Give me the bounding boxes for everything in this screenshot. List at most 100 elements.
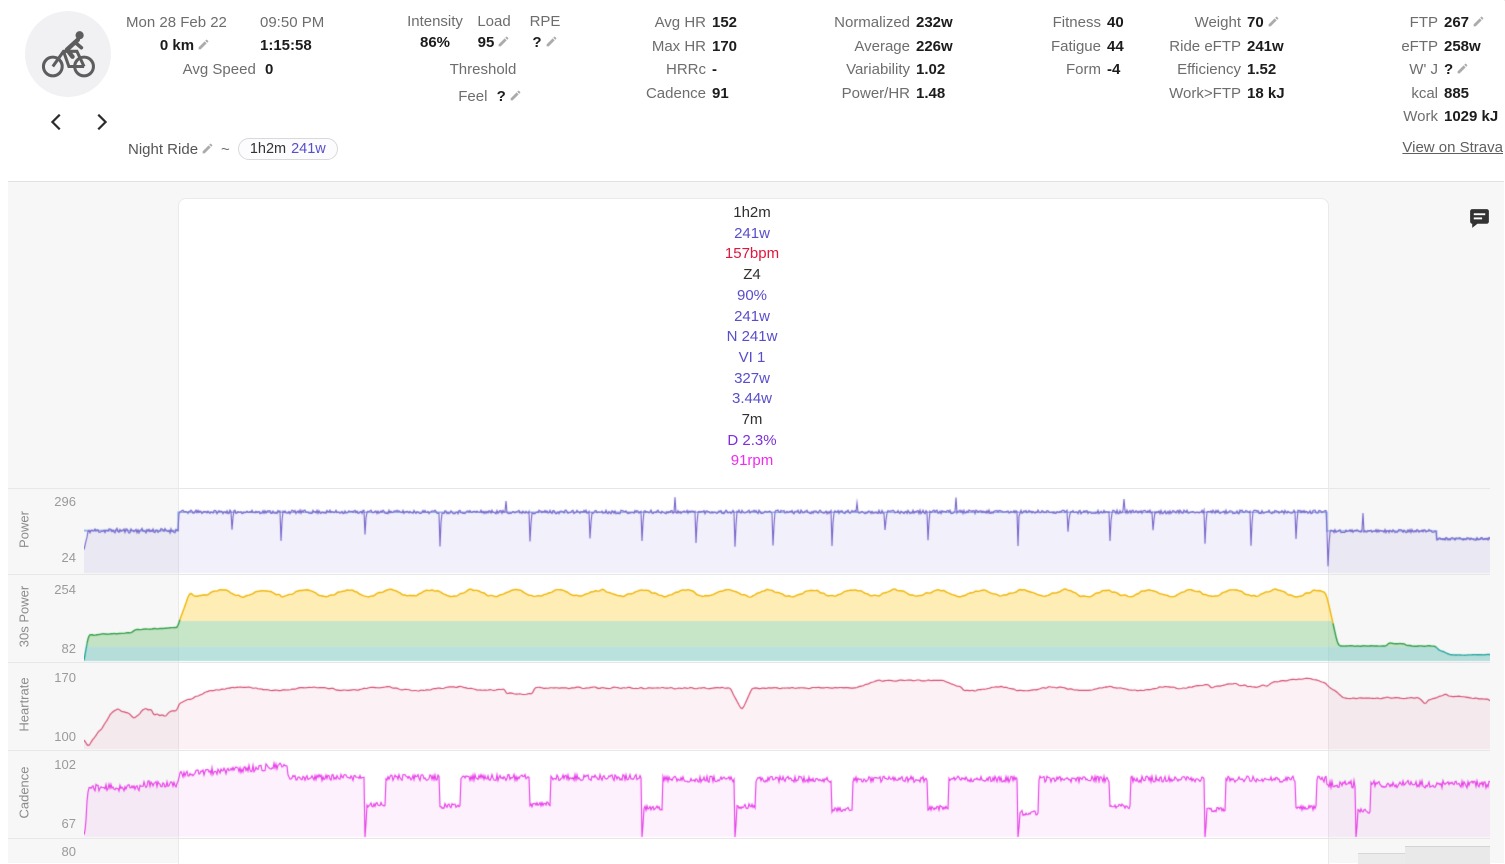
overlay-stat-line: 3.44w xyxy=(731,390,773,408)
activity-name[interactable]: Night Ride xyxy=(128,140,199,158)
view-on-strava-link[interactable]: View on Strava xyxy=(1402,139,1503,156)
comment-button[interactable] xyxy=(1466,206,1492,232)
edit-pencil-icon[interactable] xyxy=(509,89,522,102)
edit-pencil-icon[interactable] xyxy=(545,35,558,48)
stat-value: 1.02 xyxy=(916,61,946,79)
stat-value: 258w xyxy=(1444,37,1481,55)
stat-value: 70 xyxy=(1247,13,1280,37)
y-axis-tick: 296 xyxy=(54,494,76,509)
stat-value: 241w xyxy=(1247,37,1284,55)
activity-type-avatar[interactable] xyxy=(25,11,111,97)
stat-label: Work>FTP xyxy=(1169,84,1241,102)
y-axis-tick: 67 xyxy=(61,816,76,831)
stat-value: 95 xyxy=(466,34,522,51)
stat-label: Form xyxy=(1066,61,1101,79)
stat-label: Max HR xyxy=(651,37,706,55)
stat-row: Normalized 232w xyxy=(780,13,953,37)
stat-value: 267 xyxy=(1444,13,1485,37)
stat-value: ? xyxy=(1444,60,1469,84)
stat-value: 226w xyxy=(916,37,953,55)
duration-value: 1:15:58 xyxy=(260,37,312,54)
stat-value: 18 kJ xyxy=(1247,84,1285,102)
stat-value: 152 xyxy=(712,14,738,31)
power-stats-column: Normalized 232w Average 226w Variability 1.02… xyxy=(780,13,953,107)
stat-value: 86% xyxy=(419,34,451,51)
avg-speed-value: 0 xyxy=(264,61,274,78)
stat-label: eFTP xyxy=(1401,37,1438,55)
stat-value: 40 xyxy=(1107,14,1124,31)
next-activity-button[interactable] xyxy=(88,110,114,136)
stat-label: Weight xyxy=(1194,14,1241,31)
overlay-stat-line: VI 1 xyxy=(738,348,766,366)
hr-stats-column: Avg HR 152 Max HR 170 HRRc - Cadence 91 xyxy=(618,13,737,107)
edit-pencil-icon[interactable] xyxy=(1472,15,1485,28)
stat-row: Form -4 xyxy=(976,60,1124,84)
stat-value: 1029 kJ xyxy=(1444,108,1499,126)
overlay-stat-line: 241w xyxy=(734,307,770,325)
overlay-stat-line: 327w xyxy=(734,369,770,387)
overlay-stat-line: Z4 xyxy=(743,266,761,284)
stat-label: Avg HR xyxy=(654,14,706,31)
stat-row: W' J? xyxy=(1326,60,1498,84)
edit-pencil-icon[interactable] xyxy=(1456,62,1469,75)
stat-row: Power/HR 1.48 xyxy=(780,84,953,108)
panel-axis-title: Cadence xyxy=(16,766,32,819)
stat-row: Efficiency 1.52 xyxy=(1111,60,1285,84)
avg-speed-label: Avg Speed xyxy=(182,61,256,78)
feel-label: Feel xyxy=(458,88,488,105)
stat-label: Cadence xyxy=(645,84,706,102)
stat-row: Work 1029 kJ xyxy=(1326,107,1498,131)
stat-label: Work xyxy=(1403,108,1438,126)
edit-pencil-icon[interactable] xyxy=(1267,15,1280,28)
stat-row: Fitness 40 xyxy=(976,13,1124,37)
next-panel-step-shape xyxy=(1405,846,1490,864)
avg-speed-row: Avg Speed 0 xyxy=(148,60,308,79)
overlay-stat-line: 241w xyxy=(734,224,770,242)
prev-activity-button[interactable] xyxy=(44,110,70,136)
interval-summary-chip[interactable]: 1h2m 241w xyxy=(237,138,338,160)
stat-row: Fatigue 44 xyxy=(976,37,1124,61)
overlay-stat-line: 157bpm xyxy=(724,245,780,263)
chip-duration: 1h2m xyxy=(249,141,287,157)
stat-value: 44 xyxy=(1107,37,1124,55)
stat-row: Weight 70 xyxy=(1111,13,1285,37)
stat-row: Work>FTP 18 kJ xyxy=(1111,84,1285,108)
stat-label: kcal xyxy=(1411,84,1438,102)
stat-row: HRRc - xyxy=(618,60,737,84)
edit-pencil-icon[interactable] xyxy=(201,142,214,155)
stat-label: FTP xyxy=(1409,14,1438,31)
mini-stat-load: Load 95 xyxy=(466,13,522,51)
stat-row: Max HR 170 xyxy=(618,37,737,61)
feel-value: ? xyxy=(496,88,506,105)
threshold-label: Threshold xyxy=(449,61,517,78)
distance-value: 0 km xyxy=(159,37,195,54)
overlay-stat-line: 7m xyxy=(741,411,763,429)
stat-row: Avg HR 152 xyxy=(618,13,737,37)
stat-label: Fitness xyxy=(1052,14,1101,31)
activity-name-row: Night Ride ~ 1h2m 241w xyxy=(128,138,338,160)
activity-charts-canvas[interactable] xyxy=(84,488,1490,863)
stat-row: Ride eFTP 241w xyxy=(1111,37,1285,61)
weight-stats-column: Weight 70 Ride eFTP 241w Efficiency 1.52 Work>… xyxy=(1111,13,1285,108)
y-axis-tick: 100 xyxy=(54,729,76,744)
stat-label: Variability xyxy=(846,61,910,79)
ftp-stats-column: FTP 267 eFTP 258w W' J? kcal 885 Work 1029 kJ xyxy=(1326,13,1498,131)
stat-value: 91 xyxy=(712,84,729,102)
edit-pencil-icon[interactable] xyxy=(197,38,210,51)
bicycle-icon xyxy=(41,31,95,78)
y-axis-tick: 254 xyxy=(54,582,76,597)
activity-start-time: 09:50 PM xyxy=(260,14,325,31)
stat-row: Average 226w xyxy=(780,37,953,61)
stat-label: W' J xyxy=(1409,61,1438,79)
stat-value: - xyxy=(712,61,717,79)
stat-value: 1.48 xyxy=(916,84,946,102)
overlay-stat-line: 90% xyxy=(736,286,768,304)
overlay-stat-line: N 241w xyxy=(726,328,778,346)
edit-pencil-icon[interactable] xyxy=(497,35,510,48)
mini-stat-intensity: Intensity 86% xyxy=(399,13,471,51)
activity-date: Mon 28 Feb 22 xyxy=(126,14,227,31)
stat-row: kcal 885 xyxy=(1326,84,1498,108)
overlay-stat-line: 1h2m xyxy=(733,204,771,221)
stat-label: Load xyxy=(477,13,511,30)
stat-label: Efficiency xyxy=(1177,61,1241,79)
